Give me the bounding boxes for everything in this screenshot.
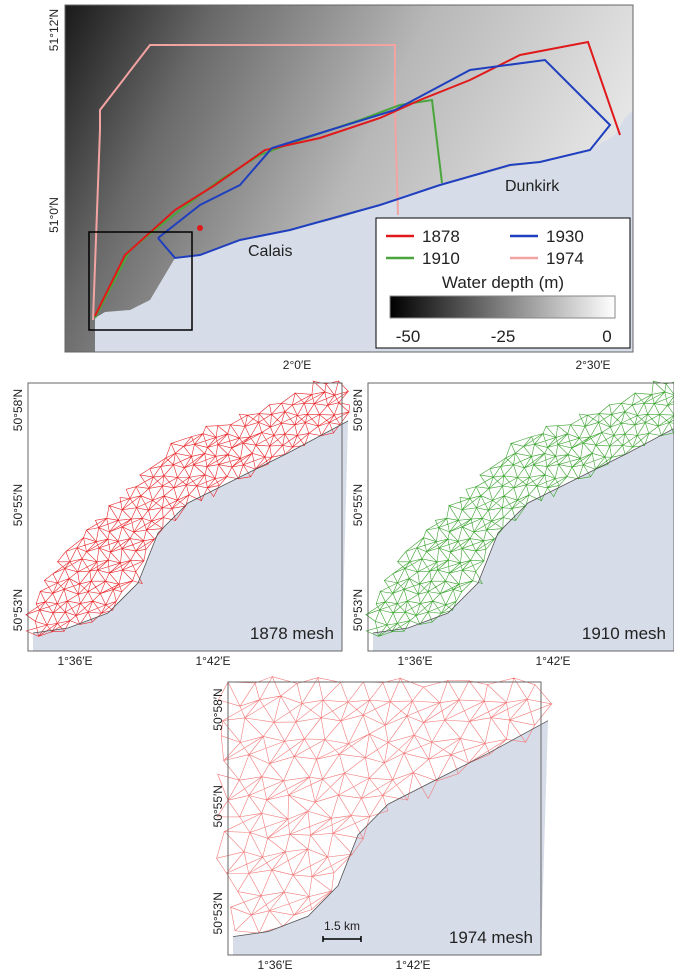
scale-label: 1.5 km bbox=[324, 919, 360, 933]
coastline bbox=[372, 428, 674, 634]
y-label: 50°55′N bbox=[211, 785, 225, 827]
place-label: Dunkirk bbox=[505, 178, 560, 195]
mesh bbox=[365, 380, 674, 638]
coastline bbox=[232, 720, 549, 938]
frame bbox=[27, 382, 343, 652]
legend-label: 1910 bbox=[422, 249, 460, 268]
coastline bbox=[32, 420, 349, 634]
colorbar-title: Water depth (m) bbox=[442, 273, 564, 292]
mesh-label: 1878 mesh bbox=[250, 624, 334, 643]
y-label: 50°55′N bbox=[351, 484, 365, 526]
overview-map: Calais Dunkirk 1878 1930 1910 1974 Water de… bbox=[47, 4, 634, 372]
legend-label: 1974 bbox=[546, 249, 584, 268]
legend-items: 1878 1930 1910 1974 bbox=[386, 227, 584, 268]
x-label: 1°36′E bbox=[57, 654, 92, 668]
x-label: 1°36′E bbox=[257, 958, 292, 972]
x-label: 1°36′E bbox=[397, 654, 432, 668]
y-label: 50°55′N bbox=[11, 484, 25, 526]
mesh bbox=[25, 380, 350, 638]
x-label: 1°42′E bbox=[535, 654, 570, 668]
place-label: Calais bbox=[248, 243, 292, 260]
mesh-panel: 1878 mesh 50°58′N 50°55′N 50°53′N 1°36′E 1°42… bbox=[11, 380, 350, 668]
y-label: 50°53′N bbox=[11, 589, 25, 631]
colorbar bbox=[389, 295, 616, 319]
boundary-1878 bbox=[94, 40, 621, 317]
land bbox=[373, 428, 674, 651]
colorbar-tick: 0 bbox=[602, 327, 611, 346]
legend bbox=[375, 217, 631, 349]
frame bbox=[367, 382, 674, 652]
frame bbox=[227, 681, 542, 956]
mesh-panel: 1974 mesh 50°58′N 50°55′N 50°53′N 1°36′E 1°42… bbox=[211, 675, 553, 972]
scale-bar bbox=[322, 936, 362, 942]
boundary-1930 bbox=[157, 58, 612, 260]
marker bbox=[197, 225, 203, 231]
mesh-label: 1974 mesh bbox=[449, 928, 533, 947]
mesh-label: 1910 mesh bbox=[582, 624, 666, 643]
land bbox=[33, 421, 348, 651]
y-label: 50°58′N bbox=[351, 389, 365, 431]
colorbar-tick: -25 bbox=[491, 327, 516, 346]
y-label: 51°12′N bbox=[47, 9, 61, 51]
mesh-panel: 1910 mesh 50°58′N 50°55′N 50°53′N 1°36′E 1°42… bbox=[351, 380, 674, 668]
y-label: 51°0′N bbox=[47, 197, 61, 233]
frame bbox=[64, 4, 634, 353]
y-label: 50°53′N bbox=[351, 589, 365, 631]
x-label: 1°42′E bbox=[195, 654, 230, 668]
boundary-1974 bbox=[92, 129, 101, 321]
x-label: 2°30′E bbox=[575, 358, 610, 372]
legend-label: 1930 bbox=[546, 227, 584, 246]
x-label: 1°42′E bbox=[395, 958, 430, 972]
mesh bbox=[216, 675, 553, 934]
zoom-box bbox=[88, 231, 193, 331]
y-label: 50°58′N bbox=[211, 688, 225, 730]
colorbar-tick: -50 bbox=[396, 327, 421, 346]
y-label: 50°58′N bbox=[11, 389, 25, 431]
legend-label: 1878 bbox=[422, 227, 460, 246]
mesh-panels: 1878 mesh 50°58′N 50°55′N 50°53′N 1°36′E 1°42… bbox=[11, 380, 674, 972]
y-label: 50°53′N bbox=[211, 892, 225, 934]
land bbox=[233, 720, 548, 955]
x-label: 2°0′E bbox=[283, 358, 311, 372]
